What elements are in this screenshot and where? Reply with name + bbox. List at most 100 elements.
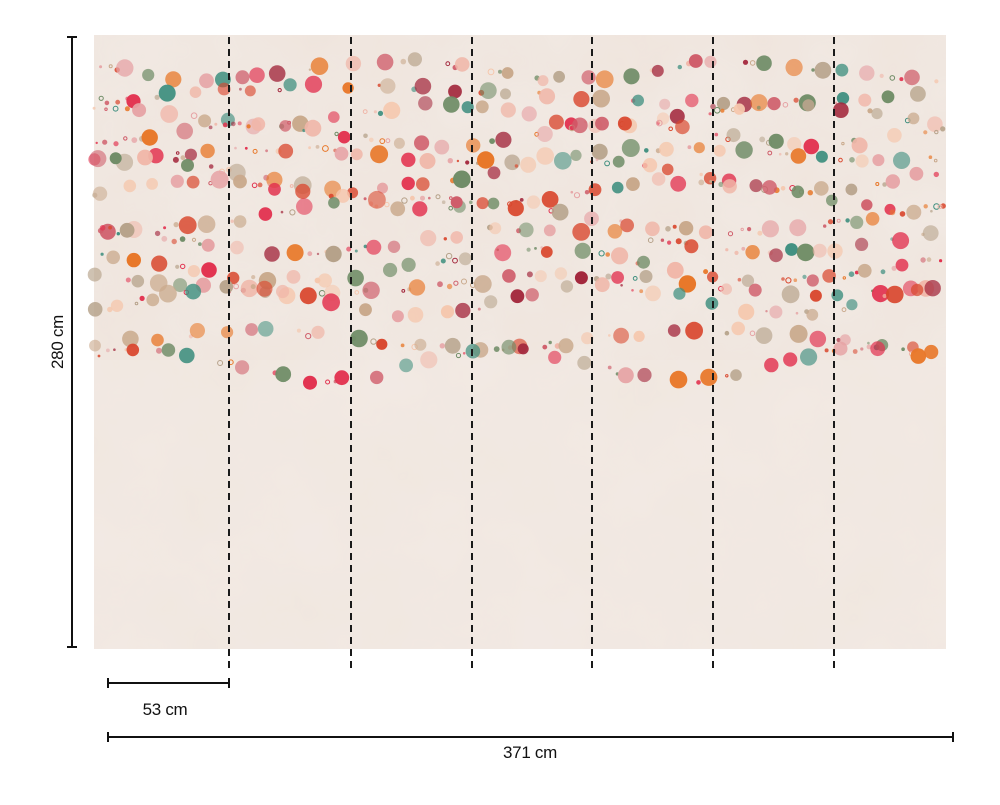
confetti-dot xyxy=(722,179,737,194)
confetti-dot xyxy=(92,106,96,110)
confetti-dot xyxy=(251,275,256,280)
confetti-dot xyxy=(747,227,752,232)
confetti-dot xyxy=(677,64,682,70)
confetti-dot xyxy=(749,60,756,66)
confetti-dot xyxy=(745,245,760,260)
confetti-dot xyxy=(501,67,514,79)
confetti-dot xyxy=(605,273,612,280)
confetti-dot xyxy=(709,180,713,183)
confetti-dot xyxy=(469,200,473,205)
confetti-dot xyxy=(933,203,940,210)
confetti-dot xyxy=(612,155,625,168)
confetti-dot xyxy=(572,117,588,134)
confetti-dot xyxy=(882,293,887,299)
confetti-dot xyxy=(581,332,594,345)
confetti-dot xyxy=(116,232,121,236)
confetti-dot xyxy=(493,346,500,352)
confetti-dot xyxy=(542,344,548,350)
confetti-dots xyxy=(87,52,946,390)
confetti-dot xyxy=(928,155,933,159)
confetti-dot xyxy=(859,65,875,81)
confetti-dot xyxy=(189,323,205,339)
confetti-dot xyxy=(519,198,524,202)
wallpaper-light-band xyxy=(94,360,946,649)
confetti-dot xyxy=(933,171,939,178)
confetti-dot xyxy=(924,280,941,297)
confetti-dot xyxy=(553,70,565,83)
confetti-dot xyxy=(700,368,718,386)
confetti-dot xyxy=(526,195,541,209)
confetti-dot xyxy=(141,129,158,146)
confetti-dot xyxy=(939,259,943,263)
confetti-dot xyxy=(762,180,777,195)
confetti-dot xyxy=(116,59,134,77)
confetti-dot xyxy=(620,218,634,233)
confetti-dot xyxy=(718,181,724,187)
confetti-dot xyxy=(487,197,500,210)
confetti-dot xyxy=(310,57,329,75)
confetti-dot xyxy=(465,160,470,165)
confetti-dot xyxy=(346,246,352,252)
confetti-dot xyxy=(895,258,909,272)
confetti-dot xyxy=(814,181,829,196)
confetti-dot xyxy=(708,112,712,116)
confetti-dot xyxy=(414,135,430,151)
confetti-dot xyxy=(796,243,815,262)
confetti-dot xyxy=(280,210,284,214)
confetti-dot xyxy=(137,149,153,166)
confetti-dot xyxy=(453,280,459,286)
confetti-dot xyxy=(401,197,408,204)
confetti-dot xyxy=(857,263,872,278)
confetti-dot xyxy=(605,252,610,257)
confetti-dot xyxy=(858,93,872,107)
confetti-dot xyxy=(842,276,846,280)
height-dimension-line xyxy=(67,36,77,648)
confetti-dot xyxy=(420,351,438,369)
confetti-dot xyxy=(534,247,537,250)
confetti-dot xyxy=(217,360,224,366)
confetti-dot xyxy=(249,67,265,83)
confetti-dot xyxy=(882,182,887,187)
confetti-dot xyxy=(233,283,240,290)
confetti-dot xyxy=(233,215,247,228)
confetti-dot xyxy=(755,327,773,344)
confetti-dot xyxy=(399,358,413,373)
confetti-dot xyxy=(278,143,294,159)
confetti-dot xyxy=(171,238,177,245)
confetti-dot xyxy=(441,200,446,204)
confetti-dot xyxy=(393,137,405,149)
confetti-dot xyxy=(626,177,640,192)
confetti-dot xyxy=(880,269,886,275)
confetti-dot xyxy=(334,146,349,161)
confetti-dot xyxy=(112,105,119,112)
confetti-dot xyxy=(108,225,112,230)
confetti-dot xyxy=(334,370,350,386)
height-label: 280 cm xyxy=(48,315,67,369)
confetti-dot xyxy=(100,252,104,256)
confetti-dot xyxy=(656,119,663,127)
confetti-dot xyxy=(473,275,492,293)
confetti-dot xyxy=(787,137,802,152)
confetti-dot xyxy=(445,61,451,67)
confetti-dot xyxy=(450,231,464,244)
confetti-dot xyxy=(741,274,755,287)
confetti-dot xyxy=(234,146,237,150)
confetti-dot xyxy=(315,145,320,149)
confetti-dot xyxy=(815,150,828,163)
confetti-dot xyxy=(328,111,340,123)
confetti-dot xyxy=(892,232,910,250)
confetti-dot xyxy=(637,367,652,383)
confetti-dot xyxy=(246,124,251,129)
confetti-dot xyxy=(923,130,928,135)
confetti-dot xyxy=(811,68,815,72)
confetti-dot xyxy=(518,222,534,238)
confetti-dot xyxy=(201,262,217,278)
confetti-dot xyxy=(362,109,368,114)
confetti-dot xyxy=(443,237,447,241)
confetti-dot xyxy=(865,212,880,226)
confetti-dot xyxy=(525,288,539,302)
confetti-dot xyxy=(181,158,194,172)
confetti-dot xyxy=(536,147,554,165)
confetti-dot xyxy=(594,277,610,293)
confetti-dot xyxy=(887,128,902,143)
